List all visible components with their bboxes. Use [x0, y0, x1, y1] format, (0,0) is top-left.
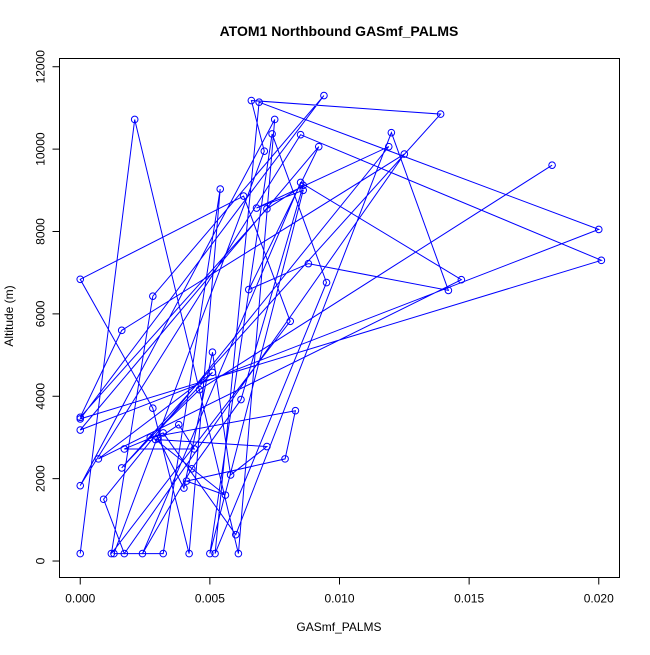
- data-point: [270, 115, 279, 124]
- data-point: [252, 204, 261, 212]
- data-point: [206, 549, 214, 558]
- data-point: [436, 110, 445, 118]
- data-point: [107, 549, 116, 558]
- data-point: [299, 186, 308, 195]
- data-point: [320, 91, 328, 100]
- data-point: [149, 292, 157, 300]
- x-tick-label: 0.020: [584, 592, 614, 606]
- data-point: [260, 147, 269, 155]
- y-axis-label: Altitude (m): [2, 285, 16, 346]
- data-point: [130, 115, 139, 124]
- data-point: [187, 464, 196, 473]
- data-point: [182, 477, 191, 485]
- data-point: [231, 530, 240, 539]
- data-point: [76, 275, 85, 284]
- data-point: [291, 406, 300, 415]
- data-point: [457, 275, 466, 284]
- data-point: [286, 317, 295, 326]
- data-point: [110, 549, 118, 558]
- data-point: [281, 455, 289, 463]
- y-tick-label: 12000: [34, 50, 48, 84]
- x-tick-label: 0.005: [195, 592, 225, 606]
- data-point: [234, 549, 243, 558]
- series-layer: [76, 91, 606, 558]
- data-point: [597, 256, 606, 265]
- data-point: [314, 142, 323, 151]
- x-axis-label: GASmf_PALMS: [296, 620, 381, 634]
- data-point: [94, 455, 103, 463]
- data-point: [146, 433, 155, 442]
- x-tick-label: 0.010: [324, 592, 354, 606]
- axes-layer: 0.000 0.005 0.010 0.015 0.020 0 2000 4000 6000 80…: [34, 50, 615, 606]
- data-point: [76, 549, 85, 558]
- data-point: [185, 549, 193, 558]
- y-tick-label: 0: [34, 557, 48, 564]
- y-tick-label: 4000: [34, 383, 48, 410]
- data-point: [237, 395, 245, 404]
- data-point: [76, 426, 85, 434]
- y-tick-label: 2000: [34, 465, 48, 492]
- data-point: [304, 259, 313, 268]
- data-point: [138, 549, 147, 558]
- data-point: [190, 445, 199, 453]
- data-point: [149, 404, 157, 413]
- data-point: [384, 142, 393, 151]
- y-tick-label: 10000: [34, 132, 48, 166]
- data-point: [263, 442, 271, 451]
- data-point: [216, 185, 225, 193]
- data-point: [322, 278, 331, 287]
- data-point: [268, 130, 276, 138]
- data-point: [594, 225, 603, 234]
- data-point: [117, 326, 126, 335]
- data-point: [117, 464, 126, 472]
- data-point: [255, 98, 263, 106]
- data-point: [174, 420, 183, 429]
- data-point: [387, 128, 396, 137]
- data-point: [244, 285, 253, 294]
- data-point: [195, 385, 204, 394]
- data-point: [99, 495, 108, 504]
- data-point: [208, 348, 217, 356]
- data-point: [299, 181, 308, 190]
- x-tick-label: 0.015: [454, 592, 484, 606]
- data-point: [159, 429, 168, 437]
- data-point: [221, 491, 230, 499]
- y-tick-label: 6000: [34, 300, 48, 327]
- data-point: [151, 435, 160, 444]
- data-point: [548, 161, 556, 169]
- data-point: [159, 549, 168, 558]
- data-point: [211, 549, 219, 558]
- data-point: [180, 484, 188, 492]
- data-point: [226, 471, 235, 479]
- data-point: [444, 286, 453, 295]
- chart-title: ATOM1 Northbound GASmf_PALMS: [220, 23, 459, 39]
- data-point: [400, 150, 409, 158]
- x-tick-label: 0.000: [65, 592, 95, 606]
- series-line: [78, 95, 603, 555]
- data-point: [296, 130, 305, 139]
- data-point: [120, 445, 129, 453]
- data-point: [76, 413, 85, 422]
- data-point: [247, 96, 256, 105]
- data-point: [208, 368, 217, 377]
- data-point: [120, 549, 129, 558]
- data-point: [76, 481, 85, 490]
- data-point: [263, 205, 271, 213]
- y-tick-label: 8000: [34, 218, 48, 245]
- data-point: [239, 192, 248, 200]
